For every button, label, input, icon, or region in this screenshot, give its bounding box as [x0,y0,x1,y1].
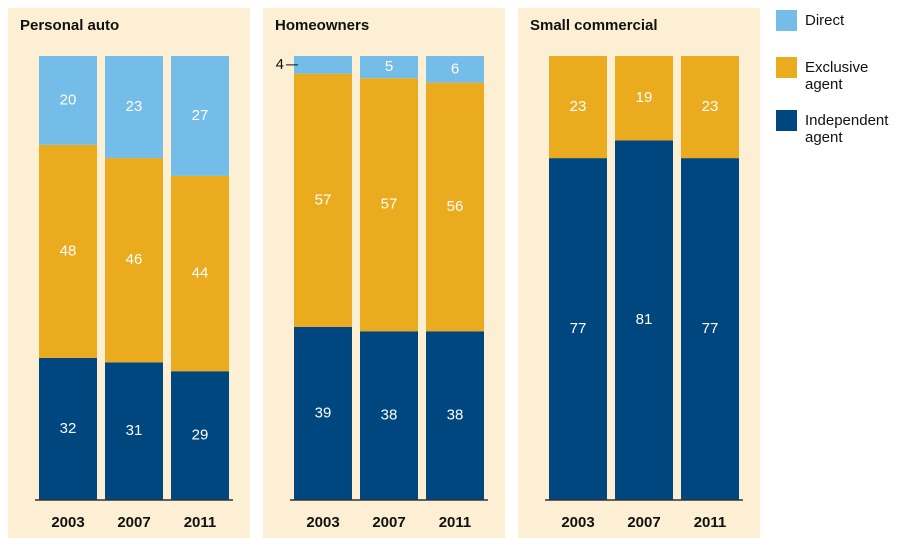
legend-label: Independent agent [805,112,889,146]
panel-title: Small commercial [530,17,658,34]
value-label: 39 [315,404,332,421]
bar-segment [39,144,97,358]
bar-segment [426,56,484,83]
legend-label: Direct [805,12,845,29]
bar-segment [171,371,229,500]
bar-segment [105,56,163,159]
x-tick-label: 2011 [184,514,217,531]
value-label: 6 [451,60,459,77]
x-tick-label: 2007 [627,514,660,531]
panel-title: Homeowners [275,17,369,34]
value-label: 46 [126,251,143,268]
panel-title: Personal auto [20,17,119,34]
legend-swatch [776,110,797,131]
value-label: 29 [192,427,209,444]
value-label: 19 [636,89,653,106]
bar-segment [615,140,673,501]
value-label: 4 [276,56,284,73]
value-label: 20 [60,91,77,108]
value-label: 27 [192,107,209,124]
value-label: 77 [570,320,587,337]
bar-segment [39,357,97,500]
value-label: 81 [636,311,653,328]
x-tick-label: 2003 [561,514,594,531]
value-label: 56 [447,198,464,215]
bar-segment [360,56,418,79]
x-tick-label: 2007 [117,514,150,531]
legend-swatch [776,10,797,31]
value-label: 77 [702,320,719,337]
bar-segment [294,326,352,500]
bar-segment [681,158,739,500]
bar-segment [39,56,97,145]
bar-segment [360,78,418,332]
legend-swatch [776,57,797,78]
bar-segment [294,73,352,327]
bar-segment [105,158,163,363]
legend-label: Exclusive agent [805,59,869,93]
x-tick-label: 2003 [306,514,339,531]
value-label: 23 [126,98,143,115]
bar-segment [549,56,607,159]
bar-segment [171,56,229,176]
value-label: 5 [385,58,393,75]
bar-segment [681,56,739,159]
value-label: 48 [60,242,77,259]
bar-segment [105,362,163,500]
x-tick-label: 2011 [694,514,727,531]
x-tick-label: 2011 [439,514,472,531]
bar-segment [294,56,352,74]
value-label: 38 [381,407,398,424]
bar-segment [426,82,484,332]
bar-segment [426,331,484,500]
value-label: 32 [60,420,77,437]
value-label: 44 [192,265,209,282]
value-label: 38 [447,407,464,424]
bar-segment [360,331,418,500]
bar-segment [549,158,607,500]
x-tick-label: 2003 [51,514,84,531]
value-label: 23 [570,98,587,115]
value-label: 57 [381,196,398,213]
value-label: 31 [126,422,143,439]
value-label: 23 [702,98,719,115]
value-label: 57 [315,191,332,208]
x-tick-label: 2007 [372,514,405,531]
bar-segment [171,175,229,372]
bar-segment [615,56,673,141]
